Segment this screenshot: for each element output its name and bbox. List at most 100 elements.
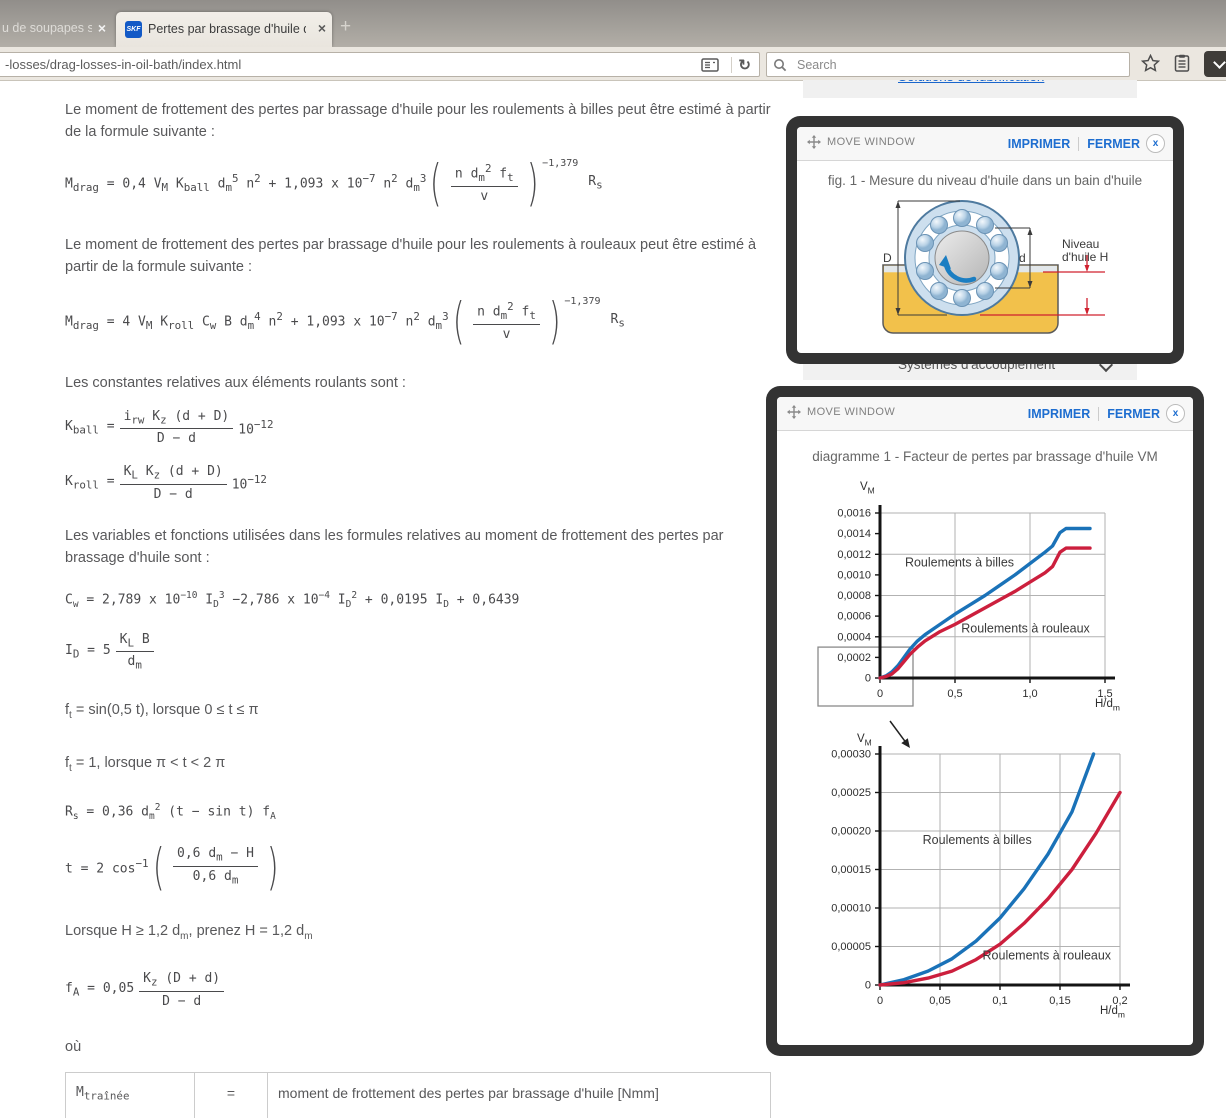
formula-cw: Cw = 2,789 x 10−10 ID3 −2,786 x 10−4 ID2… [65,589,520,610]
move-icon [807,135,821,149]
article-content: Le moment de frottement des pertes par b… [65,80,771,1118]
svg-text:0,00025: 0,00025 [831,787,871,799]
bearing-oil-bath-figure: D d Niveau d'huile H [882,200,1108,334]
svg-text:0: 0 [865,673,871,685]
left-paren: ( [152,837,165,896]
move-window-handle[interactable]: MOVE WINDOW [807,135,915,149]
right-paren: ) [526,154,539,212]
svg-text:0,5: 0,5 [947,688,962,700]
url-bar[interactable]: -losses/drag-losses-in-oil-bath/index.ht… [0,52,760,77]
svg-text:Roulements à rouleaux: Roulements à rouleaux [983,949,1112,963]
right-paren: ) [266,837,279,896]
new-tab-button[interactable]: + [340,16,352,37]
chevron-down-icon [1212,55,1226,69]
svg-text:0,0006: 0,0006 [837,611,871,623]
y-axis-label: VM [857,733,872,748]
close-button[interactable]: FERMER [1087,136,1140,151]
x-axis-label: H/dm [1095,698,1120,713]
formula-ft2: ft = 1, lorsque π < t < 2 π [65,754,226,774]
svg-text:0,00010: 0,00010 [831,903,871,915]
tab-title: u de soupapes sur [2,21,92,35]
popup-header: MOVE WINDOW IMPRIMER FERMER x [777,397,1193,431]
paragraph-variables: Les variables et fonctions utilisées dan… [65,527,724,566]
close-x-icon[interactable]: x [1166,404,1185,423]
paragraph-constantes: Les constantes relatives aux éléments ro… [65,375,406,391]
description-cell: moment de frottement des pertes par bras… [267,1072,771,1118]
chart-vm-zoomed: 0 0,00005 0,00010 0,00015 0,00020 0,00025 0,00… [831,746,1130,1007]
sidebar-item-lubrification[interactable]: Solutions de lubrification [803,80,1137,98]
close-button[interactable]: FERMER [1107,406,1160,421]
divider [1098,406,1100,421]
svg-text:0,15: 0,15 [1049,995,1070,1007]
formula-mdrag-roll: Mdrag = 4 VM Kroll Cw B dm4 n2 + 1,093 x… [65,292,625,350]
skf-favicon: SKF [125,21,142,38]
print-button[interactable]: IMPRIMER [1007,136,1071,151]
table-row: Mtraînée = moment de frottement des pert… [65,1072,771,1118]
svg-text:1,5: 1,5 [1097,688,1112,700]
tab-close-icon[interactable]: × [317,20,326,36]
svg-text:1,0: 1,0 [1022,688,1037,700]
reload-icon[interactable]: ↻ [738,56,751,74]
paragraph-rouleaux: Le moment de frottement des pertes par b… [65,237,757,275]
svg-text:0,00015: 0,00015 [831,864,871,876]
svg-text:Roulements à billes: Roulements à billes [905,556,1014,570]
close-x-icon[interactable]: x [1146,134,1165,153]
svg-text:0,05: 0,05 [929,995,950,1007]
tab-inactive[interactable]: u de soupapes sur × [0,12,112,47]
tab-active[interactable]: SKF Pertes par brassage d'huile dans × [116,12,332,47]
paragraph-billes: Le moment de frottement des pertes par b… [65,102,771,140]
dim-d-label: d [1019,251,1026,265]
left-paren: ( [430,154,443,212]
left-paren: ( [452,292,465,350]
formula-rs: Rs = 0,36 dm2 (t − sin t) fA [65,801,276,822]
svg-text:0,0008: 0,0008 [837,590,871,602]
print-button[interactable]: IMPRIMER [1027,406,1091,421]
popup-fig1: MOVE WINDOW IMPRIMER FERMER x fig. 1 - M… [786,116,1184,364]
oil-level-label: d'huile H [1062,250,1108,264]
oil-level-label: Niveau [1062,237,1099,251]
svg-text:0,0004: 0,0004 [837,631,871,643]
x-axis-label: H/dm [1100,1005,1125,1020]
svg-text:0,0014: 0,0014 [837,528,871,540]
bookmarks-menu-icon[interactable] [1168,50,1196,76]
url-text: -losses/drag-losses-in-oil-bath/index.ht… [5,57,242,72]
browser-toolbar: -losses/drag-losses-in-oil-bath/index.ht… [0,47,1226,81]
tab-title: Pertes par brassage d'huile dans [148,22,306,36]
browser-titlebar: u de soupapes sur × SKF Pertes par brass… [0,0,1226,47]
search-icon [773,58,787,72]
svg-text:0,0010: 0,0010 [837,569,871,581]
svg-text:0: 0 [877,995,883,1007]
figure-title: fig. 1 - Mesure du niveau d'huile dans u… [827,173,1143,188]
where-label: où [65,1038,82,1055]
svg-text:0,0016: 0,0016 [837,508,871,520]
divider [731,56,733,73]
bookmark-star-icon[interactable] [1136,50,1164,76]
reader-mode-icon[interactable] [701,57,720,72]
svg-text:Roulements à billes: Roulements à billes [923,833,1032,847]
dim-D-label: D [883,251,892,265]
svg-text:0,00005: 0,00005 [831,941,871,953]
diagram-title: diagramme 1 - Facteur de pertes par bras… [812,449,1158,464]
svg-text:0,0012: 0,0012 [837,549,871,561]
svg-text:0,1: 0,1 [992,995,1007,1007]
popup-header: MOVE WINDOW IMPRIMER FERMER x [797,127,1173,161]
menu-chevron-button[interactable] [1204,51,1226,77]
popup-diagramme1: MOVE WINDOW IMPRIMER FERMER x diagramme … [766,386,1204,1056]
symbols-table: Mtraînée = moment de frottement des pert… [65,1072,771,1118]
formula-fa: fA = 0,05 Kz (D + d) D − d [65,971,771,1009]
divider [1078,136,1080,151]
svg-text:0: 0 [877,688,883,700]
chart-vm-full-range: 0 0,0002 0,0004 0,0006 0,0008 0,0010 0,0012 0,0… [817,505,1115,748]
svg-text:0,00030: 0,00030 [831,749,871,761]
svg-text:0,2: 0,2 [1112,995,1127,1007]
formula-t: t = 2 cos−1 ( 0,6 dm − H 0,6 dm ) [65,837,279,896]
tab-close-icon[interactable]: × [97,20,106,36]
equals-cell: = [194,1072,268,1118]
search-bar[interactable]: Search [766,52,1130,77]
move-window-handle[interactable]: MOVE WINDOW [787,405,895,419]
right-paren: ) [548,292,561,350]
formula-ft1: ft = sin(0,5 t), lorsque 0 ≤ t ≤ π [65,701,259,721]
move-icon [787,405,801,419]
search-placeholder: Search [797,57,837,72]
svg-text:Roulements à rouleaux: Roulements à rouleaux [961,622,1090,636]
